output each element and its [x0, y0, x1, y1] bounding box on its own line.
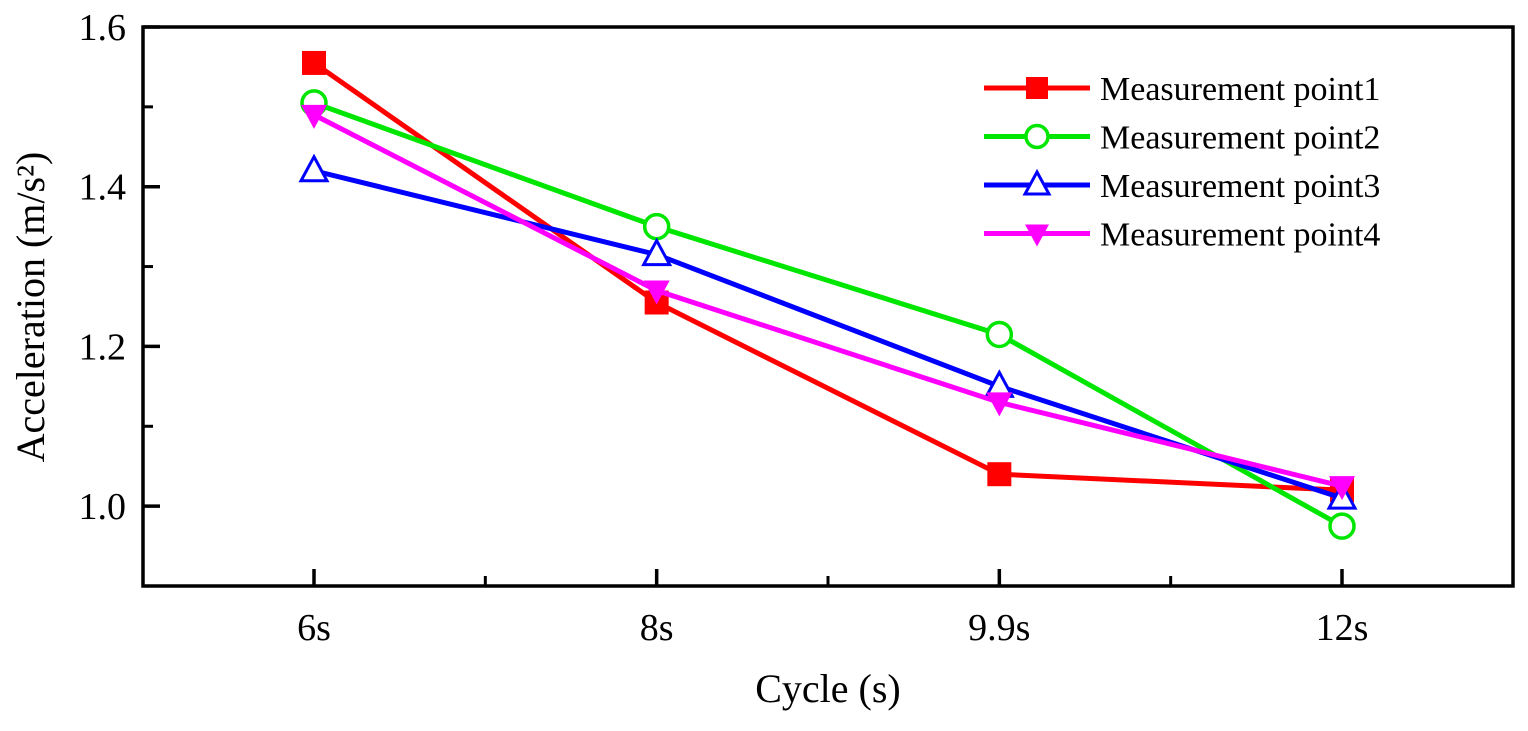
- legend-marker: [1026, 77, 1048, 99]
- legend-item-1: Measurement point1: [984, 71, 1380, 108]
- legend-item-2: Measurement point2: [984, 120, 1380, 157]
- y-tick-label: 1.2: [79, 326, 127, 368]
- data-point-marker: [987, 462, 1012, 487]
- data-point-marker: [298, 153, 330, 183]
- x-tick-label: 12s: [1316, 607, 1369, 649]
- legend-label: Measurement point2: [1100, 120, 1380, 157]
- series-3: [298, 153, 1358, 510]
- data-point-marker: [986, 392, 1013, 417]
- y-tick-label: 1.6: [79, 7, 127, 49]
- legend: Measurement point1 Measurement point2 Meas…: [984, 71, 1380, 254]
- legend-label: Measurement point3: [1100, 168, 1380, 205]
- data-point-marker: [1328, 512, 1356, 540]
- legend-marker: [1024, 123, 1050, 150]
- data-point-marker: [1329, 476, 1355, 501]
- legend-label: Measurement point4: [1100, 217, 1380, 254]
- legend-marker: [1025, 224, 1049, 247]
- series-layer: [298, 50, 1358, 540]
- axes-layer: 1.0 1.2 1.4 1.6 6s 8s 9.9s 12s: [79, 7, 1515, 649]
- legend-item-3: Measurement point3: [984, 168, 1380, 205]
- series-2: [300, 89, 1356, 540]
- y-tick-label: 1.4: [79, 167, 127, 209]
- data-point-marker: [985, 320, 1014, 349]
- legend-label: Measurement point1: [1100, 71, 1380, 108]
- plot-border: [141, 25, 1515, 588]
- legend-item-4: Measurement point4: [984, 217, 1380, 254]
- data-point-marker: [301, 104, 327, 129]
- series-line-2: [313, 100, 1344, 529]
- series-line-4: [312, 112, 1343, 489]
- y-tick-label: 1.0: [79, 486, 127, 528]
- data-point-marker: [642, 212, 671, 241]
- x-tick-label: 9.9s: [968, 607, 1030, 649]
- series-line-1: [312, 60, 1343, 493]
- legend-marker: [1022, 168, 1052, 196]
- x-tick-label: 8s: [640, 607, 674, 649]
- data-point-marker: [643, 280, 670, 305]
- series-4: [301, 104, 1355, 501]
- y-axis-title: Acceleration (m/s²): [8, 152, 53, 463]
- data-point-marker: [302, 50, 326, 75]
- x-axis-title: Cycle (s): [755, 666, 901, 711]
- data-point-marker: [641, 237, 673, 267]
- x-tick-label: 6s: [297, 607, 331, 649]
